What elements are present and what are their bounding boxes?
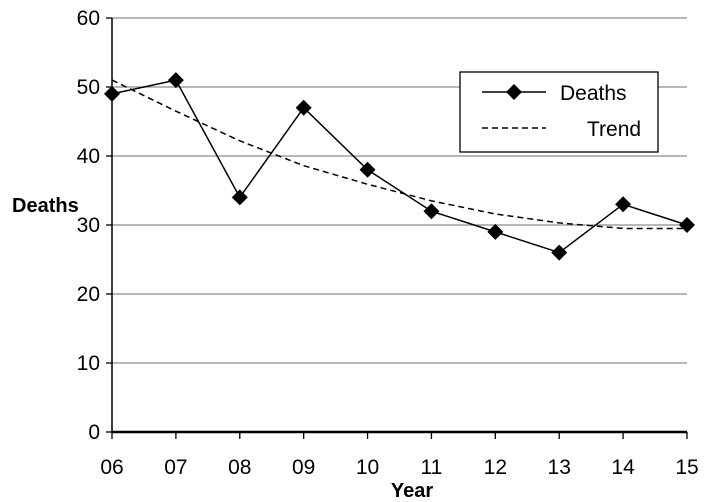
legend-deaths-label: Deaths xyxy=(560,82,627,105)
deaths-point-12 xyxy=(487,223,504,240)
trend-line xyxy=(111,79,687,230)
x-tick-label: 10 xyxy=(356,456,379,479)
y-tick-label: 50 xyxy=(77,76,100,99)
x-tick-label: 11 xyxy=(421,456,443,479)
legend-deaths-marker xyxy=(506,84,522,100)
deaths-point-15 xyxy=(679,217,695,233)
x-tick-label: 13 xyxy=(548,456,571,479)
deaths-point-07 xyxy=(167,72,184,89)
deaths-line xyxy=(111,79,688,254)
x-tick-labels: 06 07 08 09 10 11 12 13 14 15 xyxy=(100,432,699,479)
legend-trend-label: Trend xyxy=(587,118,641,141)
trend-series xyxy=(111,79,687,230)
y-tick-label: 60 xyxy=(77,7,100,30)
x-tick-label: 06 xyxy=(100,456,123,479)
y-tick-label: 40 xyxy=(77,145,100,168)
y-tick-label: 10 xyxy=(77,352,100,375)
deaths-point-14 xyxy=(615,196,632,213)
legend: Deaths Trend xyxy=(459,71,659,153)
deaths-series xyxy=(104,72,695,261)
x-axis-title: Year xyxy=(391,480,433,502)
y-tick-label: 30 xyxy=(77,214,100,237)
y-tick-label: 20 xyxy=(77,283,100,306)
legend-box xyxy=(459,71,659,153)
x-tick-label: 09 xyxy=(292,456,315,479)
x-tick-label: 08 xyxy=(228,456,251,479)
deaths-point-08 xyxy=(231,189,248,206)
x-tick-label: 07 xyxy=(164,456,187,479)
x-tick-label: 15 xyxy=(675,456,698,479)
y-tick-labels: 0 10 20 30 40 50 60 xyxy=(77,7,112,444)
deaths-point-10 xyxy=(359,161,376,178)
deaths-point-11 xyxy=(423,203,440,220)
deaths-point-13 xyxy=(551,244,568,261)
deaths-point-09 xyxy=(295,99,312,116)
gridlines xyxy=(112,17,687,364)
x-tick-label: 12 xyxy=(484,456,507,479)
y-axis-title: Deaths xyxy=(12,195,79,217)
y-tick-label: 0 xyxy=(88,421,100,444)
x-tick-label: 14 xyxy=(611,456,635,479)
